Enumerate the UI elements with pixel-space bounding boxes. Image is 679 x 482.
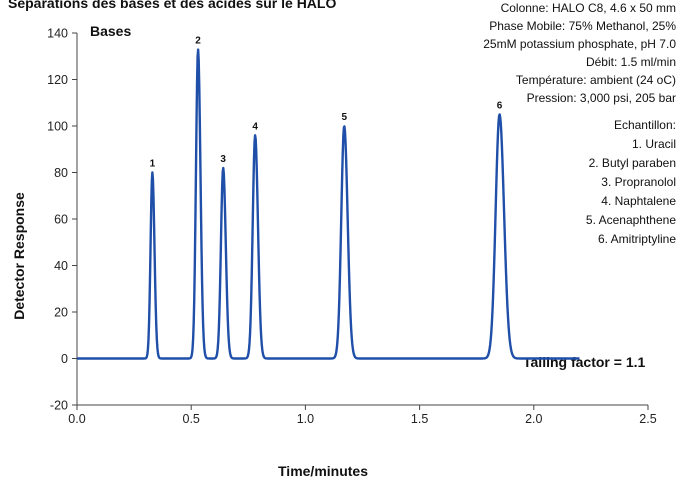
- x-tick-label: 1.5: [411, 412, 428, 426]
- peak-label: 3: [220, 154, 226, 165]
- panel-label: Bases: [90, 23, 131, 39]
- sample-item: 2. Butyl paraben: [589, 156, 676, 170]
- peak-label: 2: [195, 35, 201, 46]
- peak-label: 5: [341, 112, 347, 123]
- peak-label: 4: [252, 121, 258, 132]
- y-tick-label: 40: [54, 259, 68, 273]
- peak-labels: 1 2 3 4 5 6: [150, 35, 503, 172]
- condition-line: Phase Mobile: 75% Methanol, 25%: [489, 19, 676, 33]
- condition-line: Colonne: HALO C8, 4.6 x 50 mm: [501, 1, 676, 15]
- peak-label: 6: [497, 100, 503, 111]
- y-tick-label: 0: [61, 352, 68, 366]
- condition-line: Pression: 3,000 psi, 205 bar: [527, 91, 676, 105]
- x-tick-label: 2.5: [639, 412, 656, 426]
- sample-item: 6. Amitriptyline: [598, 232, 676, 246]
- conditions-block: Colonne: HALO C8, 4.6 x 50 mm Phase Mobi…: [483, 1, 676, 105]
- chart-title: Séparations des bases et des acides sur …: [8, 0, 336, 11]
- condition-line: Débit: 1.5 ml/min: [586, 55, 676, 69]
- trace-layer: [77, 50, 579, 359]
- x-tick-label: 2.0: [525, 412, 542, 426]
- condition-line: 25mM potassium phosphate, pH 7.0: [483, 37, 676, 51]
- sample-item: 3. Propranolol: [601, 175, 676, 189]
- y-tick-label: -20: [50, 399, 68, 413]
- condition-line: Température: ambient (24 oC): [516, 73, 676, 87]
- sample-header: Echantillon:: [614, 118, 676, 132]
- y-tick-label: 100: [47, 120, 68, 134]
- peak-label: 1: [150, 159, 156, 170]
- y-tick-label: 80: [54, 166, 68, 180]
- sample-item: 5. Acenaphthene: [586, 213, 676, 227]
- x-tick-label: 0.0: [68, 412, 85, 426]
- y-tick-label: 120: [47, 73, 68, 87]
- sample-item: 1. Uracil: [632, 137, 676, 151]
- y-tick-label: 20: [54, 306, 68, 320]
- chromatogram-trace: [77, 50, 579, 359]
- y-tick-label: 140: [47, 27, 68, 41]
- x-tick-label: 0.5: [183, 412, 200, 426]
- x-tick-label: 1.0: [297, 412, 314, 426]
- y-axis-title: Detector Response: [11, 192, 27, 320]
- sample-block: Echantillon: 1. Uracil 2. Butyl paraben …: [586, 118, 676, 246]
- sample-item: 4. Naphtalene: [601, 194, 676, 208]
- tailing-factor-annotation: Tailing factor = 1.1: [523, 354, 645, 370]
- y-tick-label: 60: [54, 213, 68, 227]
- x-axis-title: Time/minutes: [278, 463, 368, 479]
